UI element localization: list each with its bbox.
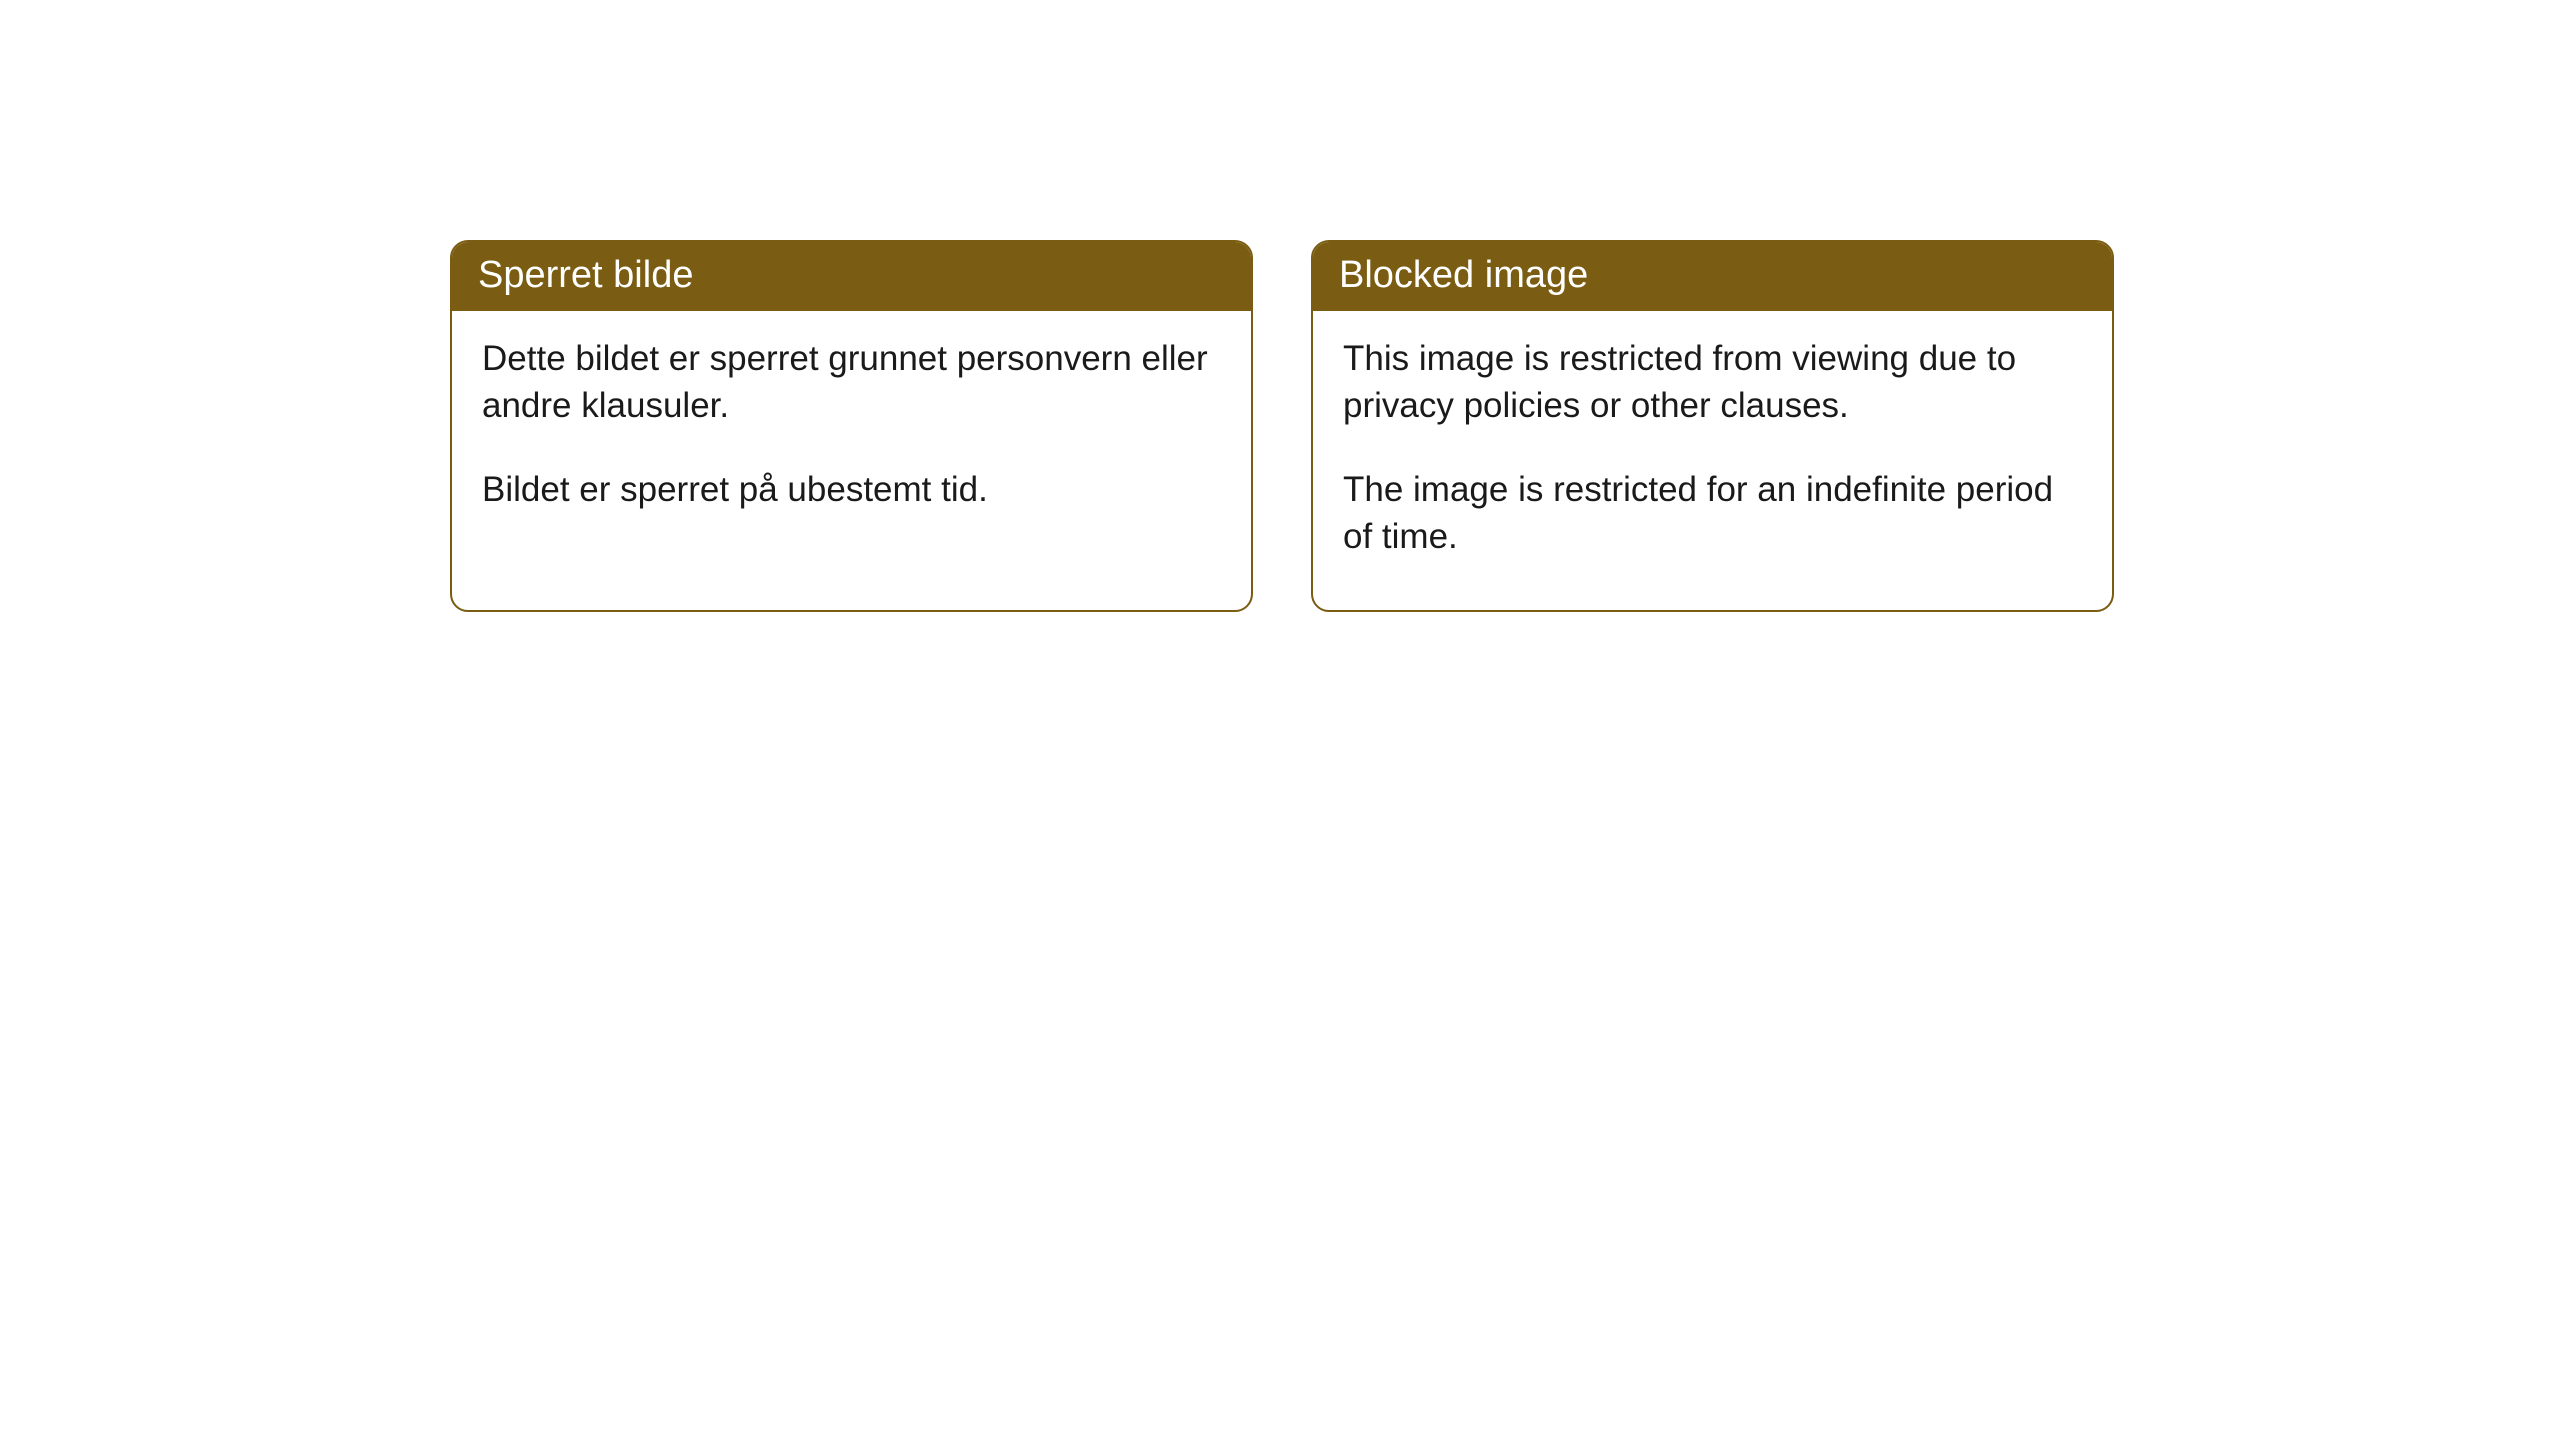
notice-cards-container: Sperret bilde Dette bildet er sperret gr… xyxy=(450,240,2560,612)
card-title: Blocked image xyxy=(1313,242,2112,311)
card-title: Sperret bilde xyxy=(452,242,1251,311)
card-paragraph: Bildet er sperret på ubestemt tid. xyxy=(482,466,1221,513)
notice-card-norwegian: Sperret bilde Dette bildet er sperret gr… xyxy=(450,240,1253,612)
card-body: This image is restricted from viewing du… xyxy=(1313,311,2112,610)
card-paragraph: This image is restricted from viewing du… xyxy=(1343,335,2082,430)
card-paragraph: The image is restricted for an indefinit… xyxy=(1343,466,2082,561)
card-body: Dette bildet er sperret grunnet personve… xyxy=(452,311,1251,563)
notice-card-english: Blocked image This image is restricted f… xyxy=(1311,240,2114,612)
card-paragraph: Dette bildet er sperret grunnet personve… xyxy=(482,335,1221,430)
